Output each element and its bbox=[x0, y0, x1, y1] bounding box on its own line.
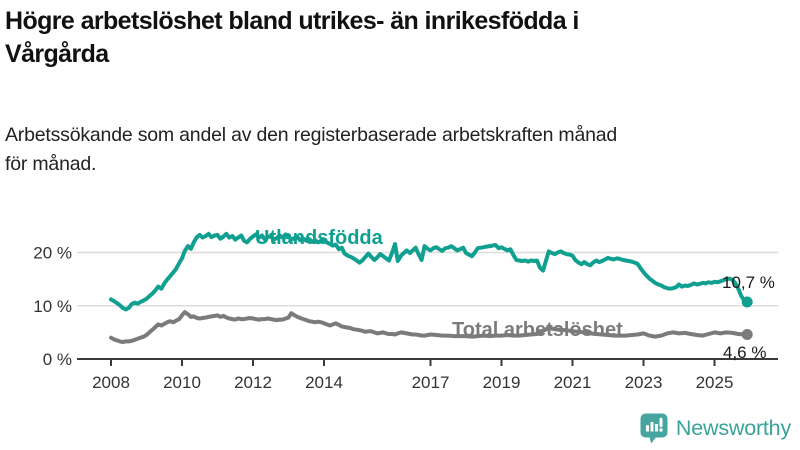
x-tick-label: 2021 bbox=[554, 373, 592, 392]
subtitle-line-1: Arbetssökande som andel av den registerb… bbox=[5, 124, 618, 146]
utlandsfodda-line bbox=[109, 231, 750, 312]
x-tick-label: 2014 bbox=[305, 373, 343, 392]
x-tick-label: 2010 bbox=[163, 373, 201, 392]
x-tick-label: 2008 bbox=[92, 373, 130, 392]
x-tick-label: 2012 bbox=[234, 373, 272, 392]
utlandsfodda-end-dot bbox=[741, 296, 753, 308]
x-tick-label: 2019 bbox=[483, 373, 521, 392]
bar-3 bbox=[654, 424, 658, 432]
exclamation-dot bbox=[659, 428, 663, 432]
newsworthy-logo: Newsworthy bbox=[639, 412, 791, 445]
unemployment-line-chart: 0 % 10 % 20 % 2008 2010 2012 2014 2017 2019 2021… bbox=[33, 227, 778, 392]
y-tick-label: 20 % bbox=[33, 244, 72, 263]
title-line-2: Vårgårda bbox=[5, 39, 109, 68]
x-tick-label: 2017 bbox=[412, 373, 450, 392]
subtitle-line-2: för månad. bbox=[5, 153, 97, 176]
x-tick-label: 2025 bbox=[696, 373, 734, 392]
y-tick-label: 10 % bbox=[33, 297, 72, 316]
gridlines bbox=[77, 251, 778, 307]
y-axis-labels: 0 % 10 % 20 % bbox=[33, 244, 72, 370]
chart-subtitle: Arbetssökande som andel av den registerb… bbox=[5, 121, 785, 180]
exclamation-bar bbox=[659, 417, 663, 428]
page-title: Högre arbetslöshet bland utrikes- än inr… bbox=[5, 5, 797, 70]
newsworthy-wordmark: Newsworthy bbox=[675, 416, 791, 440]
x-tick-label: 2023 bbox=[625, 373, 663, 392]
bar-2 bbox=[650, 422, 654, 432]
bubble-shape bbox=[640, 413, 668, 444]
total-end-value: 4,6 % bbox=[723, 343, 766, 362]
bar-1 bbox=[645, 425, 649, 432]
x-axis-labels: 2008 2010 2012 2014 2017 2019 2021 2023 2025 bbox=[92, 373, 733, 392]
title-line-1: Högre arbetslöshet bland utrikes- än inr… bbox=[5, 7, 579, 35]
newsworthy-chart-bubble-icon bbox=[640, 413, 668, 444]
x-axis-ticks bbox=[110, 359, 716, 366]
total-end-dot bbox=[741, 329, 753, 340]
utlandsfodda-series-label: Utlandsfödda bbox=[255, 227, 384, 249]
total-arbetsloshet-line bbox=[109, 310, 750, 344]
y-tick-label: 0 % bbox=[43, 350, 72, 369]
utlandsfodda-end-value: 10,7 % bbox=[722, 273, 775, 292]
total-series-label: Total arbetslöshet bbox=[452, 319, 623, 341]
